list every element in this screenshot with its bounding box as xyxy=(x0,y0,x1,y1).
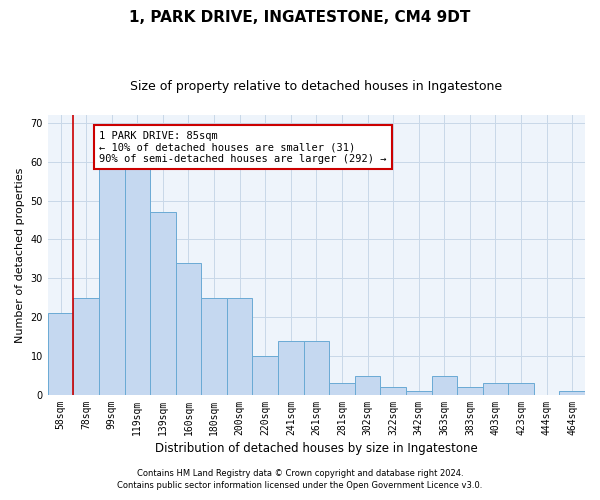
Bar xyxy=(48,314,73,395)
Text: Contains HM Land Registry data © Crown copyright and database right 2024.
Contai: Contains HM Land Registry data © Crown c… xyxy=(118,468,482,490)
Bar xyxy=(431,376,457,395)
Bar xyxy=(380,387,406,395)
Text: 1 PARK DRIVE: 85sqm
← 10% of detached houses are smaller (31)
90% of semi-detach: 1 PARK DRIVE: 85sqm ← 10% of detached ho… xyxy=(99,130,386,164)
Bar xyxy=(125,170,150,395)
Bar xyxy=(406,391,431,395)
Bar xyxy=(329,384,355,395)
Bar xyxy=(355,376,380,395)
Y-axis label: Number of detached properties: Number of detached properties xyxy=(15,168,25,342)
Bar xyxy=(176,262,201,395)
Bar xyxy=(304,340,329,395)
Bar xyxy=(253,356,278,395)
Bar xyxy=(482,384,508,395)
Bar xyxy=(508,384,534,395)
Bar xyxy=(150,212,176,395)
X-axis label: Distribution of detached houses by size in Ingatestone: Distribution of detached houses by size … xyxy=(155,442,478,455)
Bar xyxy=(227,298,253,395)
Text: 1, PARK DRIVE, INGATESTONE, CM4 9DT: 1, PARK DRIVE, INGATESTONE, CM4 9DT xyxy=(130,10,470,25)
Bar xyxy=(201,298,227,395)
Title: Size of property relative to detached houses in Ingatestone: Size of property relative to detached ho… xyxy=(130,80,502,93)
Bar xyxy=(457,387,482,395)
Bar xyxy=(559,391,585,395)
Bar xyxy=(73,298,99,395)
Bar xyxy=(278,340,304,395)
Bar xyxy=(99,170,125,395)
